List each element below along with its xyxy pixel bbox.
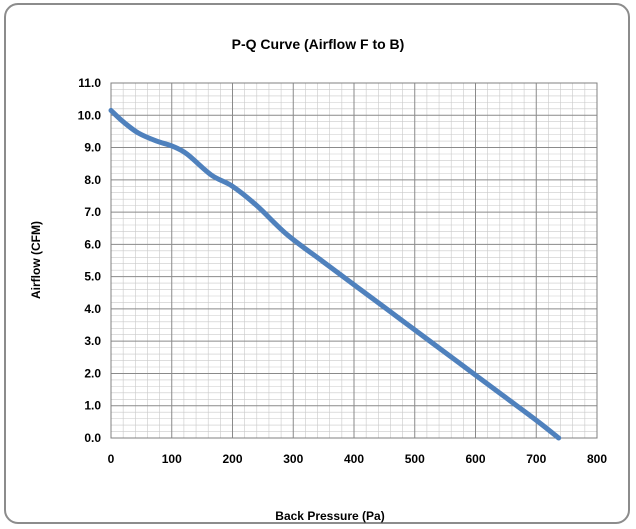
y-tick-label: 2.0	[84, 366, 101, 380]
x-tick-labels: 0 100 200 300 400 500 600 700 800	[108, 452, 608, 466]
x-tick-label: 500	[405, 452, 425, 466]
y-tick-label: 11.0	[78, 76, 101, 90]
y-tick-label: 4.0	[84, 302, 101, 316]
y-tick-labels: 0.0 1.0 2.0 3.0 4.0 5.0 6.0 7.0 8.0 9.0 10.0 11.0	[78, 76, 102, 445]
y-tick-label: 1.0	[84, 399, 101, 413]
y-tick-label: 8.0	[84, 173, 101, 187]
x-tick-label: 700	[526, 452, 546, 466]
x-tick-label: 300	[283, 452, 303, 466]
major-gridlines	[111, 83, 597, 438]
x-tick-label: 600	[465, 452, 485, 466]
y-tick-label: 5.0	[84, 270, 101, 284]
x-tick-label: 800	[587, 452, 607, 466]
y-tick-label: 0.0	[84, 431, 101, 445]
x-tick-label: 200	[222, 452, 242, 466]
x-tick-label: 0	[108, 452, 115, 466]
y-tick-label: 10.0	[78, 108, 102, 122]
x-tick-label: 100	[162, 452, 182, 466]
y-tick-label: 9.0	[84, 141, 101, 155]
y-tick-label: 3.0	[84, 334, 101, 348]
x-tick-label: 400	[344, 452, 364, 466]
chart-title: P-Q Curve (Airflow F to B)	[232, 36, 405, 52]
plot-area-border	[110, 82, 598, 439]
series-line-airflow	[108, 107, 562, 441]
x-axis-label: Back Pressure (Pa)	[275, 509, 384, 523]
y-tick-label: 7.0	[84, 205, 101, 219]
y-tick-label: 6.0	[84, 237, 101, 251]
y-axis-label: Airflow (CFM)	[29, 221, 43, 299]
